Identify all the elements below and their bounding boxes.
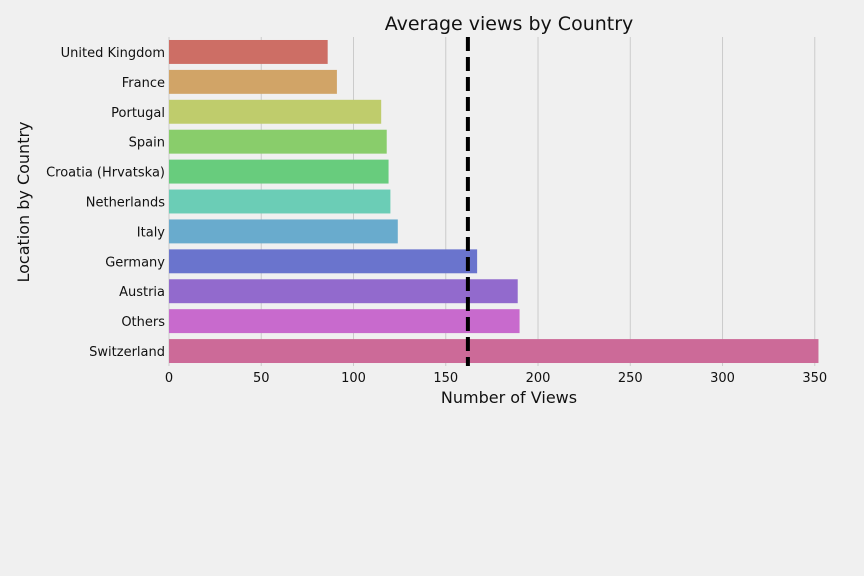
x-tick-label: 100 xyxy=(341,371,366,386)
y-tick-label: France xyxy=(122,76,165,91)
y-tick-label: Austria xyxy=(119,285,165,300)
y-tick-label: Croatia (Hrvatska) xyxy=(46,166,165,181)
y-tick-label: Germany xyxy=(105,255,165,270)
x-tick-label: 150 xyxy=(433,371,458,386)
bar xyxy=(169,219,398,244)
bar xyxy=(169,39,328,64)
y-tick-labels: United Kingdom France Portugal Spain Croatia… xyxy=(46,46,165,360)
bar xyxy=(169,309,520,334)
chart-title: Average views by Country xyxy=(385,13,634,35)
bar xyxy=(169,69,337,94)
bar xyxy=(169,339,819,364)
x-tick-label: 50 xyxy=(253,371,270,386)
bar xyxy=(169,279,518,304)
x-tick-label: 350 xyxy=(802,371,827,386)
bar xyxy=(169,159,389,184)
x-tick-label: 300 xyxy=(710,371,735,386)
bar xyxy=(169,189,391,214)
bar xyxy=(169,99,382,124)
y-tick-label: Spain xyxy=(129,136,165,151)
y-tick-label: Netherlands xyxy=(86,196,165,211)
bars xyxy=(169,39,819,364)
x-tick-labels: 0 50 100 150 200 250 300 350 xyxy=(165,371,827,386)
y-tick-label: United Kingdom xyxy=(61,46,165,61)
y-tick-label: Others xyxy=(121,315,165,330)
y-axis-label: Location by Country xyxy=(14,121,33,282)
x-axis-label: Number of Views xyxy=(441,388,577,407)
y-tick-label: Italy xyxy=(137,225,166,240)
x-tick-label: 0 xyxy=(165,371,173,386)
y-tick-label: Portugal xyxy=(111,106,165,121)
bar xyxy=(169,249,478,274)
x-tick-label: 250 xyxy=(618,371,643,386)
x-tick-label: 200 xyxy=(526,371,551,386)
y-tick-label: Switzerland xyxy=(89,345,165,360)
bar xyxy=(169,129,387,154)
